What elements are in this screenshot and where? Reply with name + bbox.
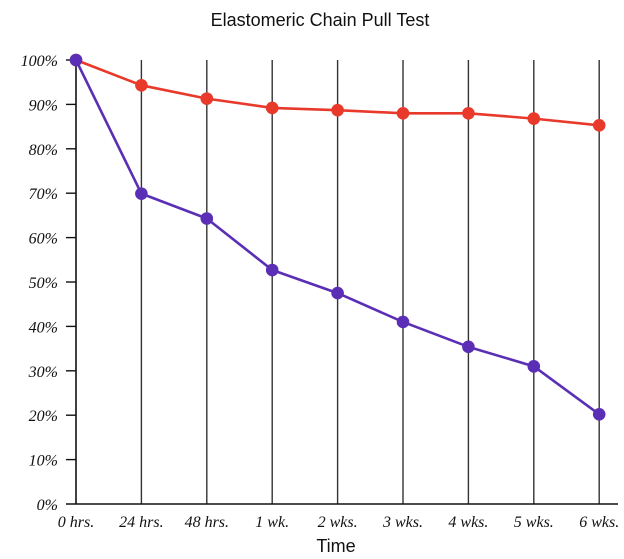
data-point (527, 360, 541, 373)
data-point (396, 315, 410, 329)
x-axis-title: Time (316, 536, 355, 556)
gridlines (140, 60, 600, 504)
x-tick-label: 0 hrs. (58, 514, 94, 531)
chart-title: Elastomeric Chain Pull Test (211, 10, 430, 30)
data-point (135, 79, 148, 92)
data-point (396, 106, 410, 120)
data-point (265, 263, 279, 277)
data-point (331, 286, 344, 300)
x-tick-label: 5 wks. (514, 514, 554, 531)
series-2 (69, 53, 606, 421)
y-tick-label: 60% (29, 231, 58, 248)
data-point (69, 53, 83, 67)
y-tick-label: 40% (29, 319, 58, 336)
y-tick-label: 100% (21, 53, 58, 70)
y-tick-label: 80% (29, 142, 58, 159)
y-tick-label: 10% (29, 453, 58, 470)
y-tick-label: 0% (37, 497, 58, 514)
data-point (331, 103, 344, 117)
data-point (200, 212, 214, 225)
series-layer (69, 53, 606, 421)
x-tick-label: 2 wks. (318, 514, 358, 531)
x-tick-label: 6 wks. (579, 514, 619, 531)
y-tick-label: 70% (29, 186, 58, 203)
tick-labels: 0% 10% 20% 30% 40% 50% 60% 70% 80% 90% 100% 0 hrs. 2… (21, 53, 620, 531)
data-point (135, 187, 148, 200)
data-point (592, 118, 606, 132)
x-tick-label: 4 wks. (448, 514, 488, 531)
x-tick-label: 1 wk. (255, 514, 289, 531)
data-point (592, 408, 606, 421)
data-point (200, 92, 214, 105)
x-tick-label: 48 hrs. (185, 514, 229, 531)
x-tick-label: 24 hrs. (119, 514, 163, 531)
data-point (527, 112, 541, 125)
y-tick-label: 30% (28, 364, 58, 381)
y-tick-label: 20% (29, 408, 58, 425)
axes (66, 58, 618, 505)
y-tick-label: 90% (29, 97, 58, 114)
data-point (462, 106, 475, 120)
y-tick-label: 50% (29, 275, 58, 292)
data-point (265, 101, 279, 115)
x-tick-label: 3 wks. (382, 514, 423, 531)
data-point (462, 340, 475, 354)
